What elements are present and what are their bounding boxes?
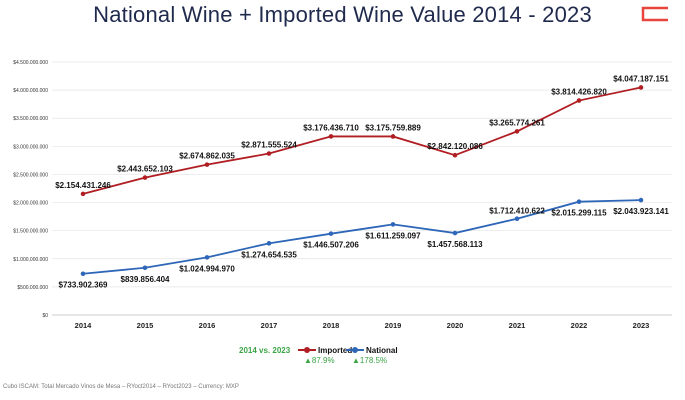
x-tick-label: 2015: [137, 321, 154, 330]
data-label-national: $2.015.299.115: [551, 209, 607, 218]
legend-item-national[interactable]: National: [346, 345, 398, 355]
data-point-national: [514, 216, 520, 222]
data-point-imported: [204, 162, 210, 167]
data-label-imported: $4.047.187.151: [613, 74, 669, 83]
x-tick-label: 2018: [323, 321, 340, 330]
chart-title: National Wine + Imported Wine Value 2014…: [93, 2, 592, 27]
y-tick-label: $0: [42, 313, 48, 319]
data-label-imported: $2.443.652.103: [117, 165, 173, 174]
x-tick-label: 2019: [385, 321, 402, 330]
data-label-imported: $3.176.436.710: [303, 123, 359, 132]
y-tick-label: $2.500.000.000: [13, 172, 48, 178]
x-tick-label: 2023: [633, 321, 650, 330]
data-label-national: $733.902.369: [59, 281, 108, 290]
series-line-national: [82, 199, 642, 275]
comparison-label: 2014 vs. 2023: [239, 346, 291, 355]
data-label-imported: $2.674.862.035: [179, 152, 235, 161]
data-point-national: [142, 265, 148, 271]
data-point-imported: [80, 191, 86, 197]
data-label-imported: $3.175.759.889: [365, 123, 421, 132]
y-tick-label: $3.500.000.000: [13, 116, 48, 122]
y-tick-label: $3.000.000.000: [13, 144, 48, 150]
data-point-imported: [266, 151, 272, 156]
data-label-national: $1.274.654.535: [241, 250, 297, 259]
y-tick-label: $1.000.000.000: [13, 257, 48, 263]
data-point-national: [452, 230, 458, 236]
data-point-national: [80, 271, 86, 277]
y-tick-label: $4.000.000.000: [13, 88, 48, 94]
series-line-imported: [82, 86, 642, 195]
data-label-imported: $3.265.774.261: [489, 118, 545, 127]
data-point-imported: [514, 129, 520, 134]
x-tick-label: 2016: [199, 321, 216, 330]
data-label-national: $1.446.507.206: [303, 241, 359, 250]
data-point-imported: [576, 98, 582, 103]
x-tick-label: 2021: [509, 321, 526, 330]
y-tick-label: $500.000.000: [17, 285, 48, 291]
data-point-national: [638, 197, 644, 203]
data-point-imported: [142, 175, 148, 180]
data-point-national: [390, 222, 396, 227]
data-label-national: $1.457.568.113: [427, 240, 483, 249]
data-point-national: [204, 255, 210, 260]
y-tick-label: $1.500.000.000: [13, 229, 48, 235]
data-point-national: [328, 231, 334, 236]
data-label-imported: $2.871.555.524: [241, 141, 297, 150]
brand-logo-icon: [641, 6, 668, 22]
x-tick-label: 2017: [261, 321, 278, 330]
data-label-national: $1.024.994.970: [179, 264, 235, 273]
y-tick-label: $4.500.000.000: [13, 60, 48, 66]
data-label-national: $839.856.404: [121, 275, 170, 284]
data-label-national: $1.611.259.097: [365, 231, 421, 240]
data-label-imported: $2.154.431.246: [55, 181, 111, 190]
source-footer: Cubo ISCAM: Total Mercado Vinos de Mesa …: [3, 384, 239, 390]
legend-swatch-national: [346, 347, 364, 353]
legend-label-imported: Imported: [318, 345, 353, 355]
national-growth: ▲178.5%: [352, 356, 388, 365]
data-label-imported: $3.814.426.820: [551, 88, 607, 97]
data-point-imported: [390, 134, 396, 139]
x-tick-label: 2014: [75, 321, 93, 330]
data-point-national: [266, 241, 272, 246]
data-point-imported: [328, 134, 334, 139]
imported-growth: ▲87.9%: [304, 356, 335, 365]
data-point-national: [576, 199, 582, 204]
x-tick-label: 2022: [571, 321, 588, 330]
x-tick-label: 2020: [447, 321, 464, 330]
y-tick-label: $2.000.000.000: [13, 201, 48, 207]
data-label-national: $1.712.410.622: [489, 207, 545, 216]
data-label-national: $2.043.923.141: [613, 207, 669, 216]
data-point-imported: [452, 152, 458, 158]
data-point-imported: [638, 85, 644, 90]
legend-item-imported[interactable]: Imported: [298, 345, 352, 355]
legend-swatch-imported: [298, 347, 316, 353]
data-label-imported: $2.842.120.086: [427, 142, 483, 151]
legend-label-national: National: [366, 345, 398, 355]
